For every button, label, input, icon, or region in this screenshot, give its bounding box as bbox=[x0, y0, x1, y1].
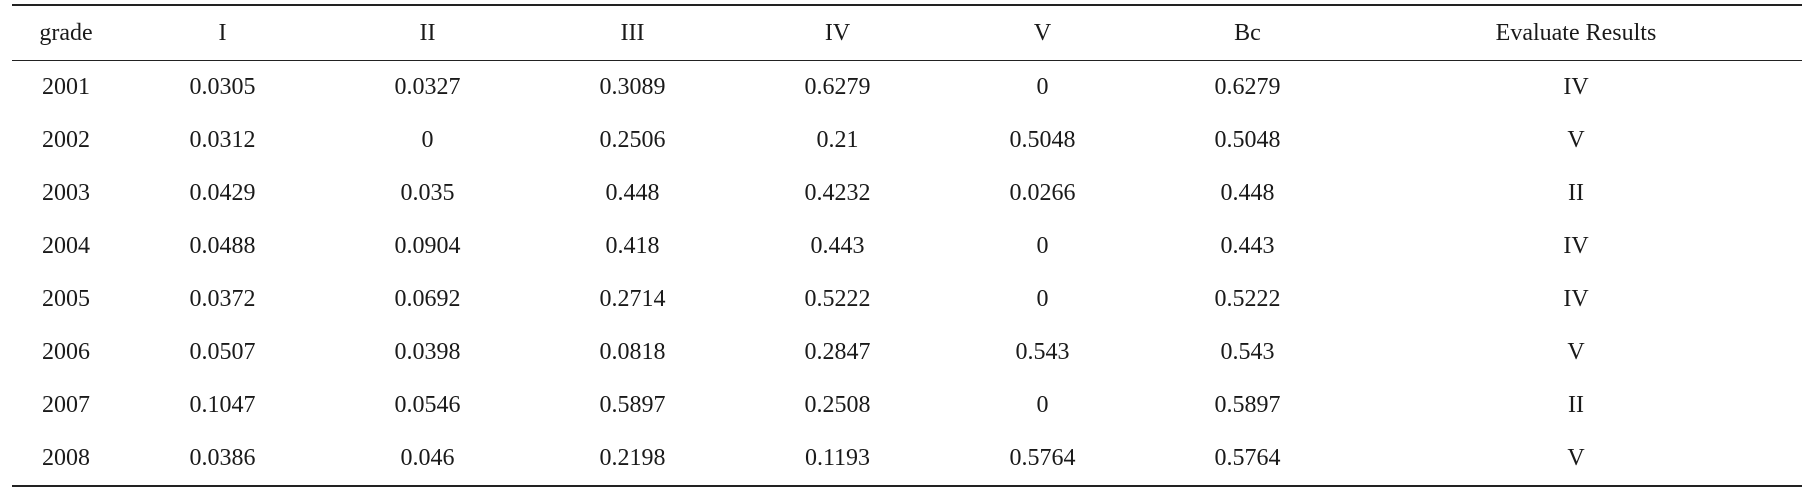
table-cell-ii: 0 bbox=[421, 127, 434, 153]
table-cell-ii: 0.0692 bbox=[394, 286, 461, 312]
table-cell-evaluate-results: IV bbox=[1563, 286, 1589, 312]
table-cell-evaluate-results: IV bbox=[1563, 74, 1589, 100]
table-cell-ii: 0.035 bbox=[400, 180, 455, 206]
table-cell-iii: 0.2506 bbox=[599, 127, 666, 153]
table-cell-iv: 0.443 bbox=[810, 233, 865, 259]
table-cell-evaluate-results: II bbox=[1568, 180, 1584, 206]
table-cell-grade: 2004 bbox=[42, 233, 90, 259]
table-cell-bc: 0.5222 bbox=[1214, 286, 1281, 312]
table-cell-iii: 0.3089 bbox=[599, 74, 666, 100]
header-cell-i: I bbox=[218, 19, 227, 46]
table-cell-iv: 0.2847 bbox=[804, 339, 871, 365]
header-cell-grade: grade bbox=[39, 19, 93, 46]
table-cell-i: 0.0305 bbox=[189, 74, 256, 100]
table-cell-iv: 0.2508 bbox=[804, 392, 871, 418]
table-cell-iii: 0.0818 bbox=[599, 339, 666, 365]
table-cell-grade: 2005 bbox=[42, 286, 90, 312]
table-cell-evaluate-results: V bbox=[1567, 127, 1585, 153]
table-cell-i: 0.0372 bbox=[189, 286, 256, 312]
table-cell-grade: 2003 bbox=[42, 180, 90, 206]
table-cell-bc: 0.5764 bbox=[1214, 445, 1281, 471]
table-cell-iii: 0.2198 bbox=[599, 445, 666, 471]
table-row: 2001 0.0305 0.0327 0.3089 0.6279 0 0.6279 IV bbox=[12, 61, 1802, 115]
table-cell-ii: 0.0904 bbox=[394, 233, 461, 259]
table-cell-v: 0 bbox=[1036, 233, 1049, 259]
header-cell-iv: IV bbox=[824, 19, 851, 46]
table-row: 2003 0.0429 0.035 0.448 0.4232 0.0266 0.448 II bbox=[12, 167, 1802, 220]
table-cell-evaluate-results: II bbox=[1568, 392, 1584, 418]
table-cell-bc: 0.448 bbox=[1220, 180, 1275, 206]
table-cell-iv: 0.4232 bbox=[804, 180, 871, 206]
header-cell-v: V bbox=[1033, 19, 1052, 46]
table-cell-v: 0 bbox=[1036, 74, 1049, 100]
table-row: 2002 0.0312 0 0.2506 0.21 0.5048 0.5048 V bbox=[12, 114, 1802, 167]
table-cell-bc: 0.5897 bbox=[1214, 392, 1281, 418]
table-cell-evaluate-results: V bbox=[1567, 339, 1585, 365]
table-cell-i: 0.0312 bbox=[189, 127, 256, 153]
table-cell-evaluate-results: V bbox=[1567, 445, 1585, 471]
table-row: 2004 0.0488 0.0904 0.418 0.443 0 0.443 IV bbox=[12, 220, 1802, 273]
header-cell-evaluate-results: Evaluate Results bbox=[1495, 19, 1657, 46]
table-cell-iv: 0.1193 bbox=[804, 445, 871, 471]
table-body: 2001 0.0305 0.0327 0.3089 0.6279 0 0.6279 IV 200… bbox=[12, 61, 1802, 486]
table-cell-bc: 0.443 bbox=[1220, 233, 1275, 259]
table-header: grade I II III IV V Bc Evaluate Results bbox=[12, 5, 1802, 61]
header-cell-ii: II bbox=[419, 19, 436, 46]
table-cell-v: 0.5764 bbox=[1009, 445, 1076, 471]
table-cell-evaluate-results: IV bbox=[1563, 233, 1589, 259]
table-cell-grade: 2008 bbox=[42, 445, 90, 471]
table-cell-ii: 0.046 bbox=[400, 445, 455, 471]
table-cell-v: 0 bbox=[1036, 286, 1049, 312]
table-cell-i: 0.0386 bbox=[189, 445, 256, 471]
table-cell-iii: 0.418 bbox=[605, 233, 660, 259]
table-cell-v: 0.0266 bbox=[1009, 180, 1076, 206]
table-row: 2007 0.1047 0.0546 0.5897 0.2508 0 0.5897 II bbox=[12, 379, 1802, 432]
table-cell-v: 0 bbox=[1036, 392, 1049, 418]
header-cell-iii: III bbox=[620, 19, 645, 46]
table-row: 2008 0.0386 0.046 0.2198 0.1193 0.5764 0.5764 V bbox=[12, 432, 1802, 486]
table-cell-iii: 0.448 bbox=[605, 180, 660, 206]
table-cell-i: 0.0429 bbox=[189, 180, 256, 206]
table-cell-grade: 2001 bbox=[42, 74, 90, 100]
table-cell-grade: 2006 bbox=[42, 339, 90, 365]
table-container: grade I II III IV V Bc Evaluate Results … bbox=[12, 4, 1802, 487]
table-cell-v: 0.543 bbox=[1015, 339, 1070, 365]
table-row: 2006 0.0507 0.0398 0.0818 0.2847 0.543 0.543 V bbox=[12, 326, 1802, 379]
table-cell-ii: 0.0327 bbox=[394, 74, 461, 100]
table-cell-i: 0.0488 bbox=[189, 233, 256, 259]
table-cell-ii: 0.0546 bbox=[394, 392, 461, 418]
table-cell-grade: 2007 bbox=[42, 392, 90, 418]
table-cell-i: 0.0507 bbox=[189, 339, 256, 365]
table-cell-bc: 0.543 bbox=[1220, 339, 1275, 365]
table-cell-v: 0.5048 bbox=[1009, 127, 1076, 153]
table-cell-grade: 2002 bbox=[42, 127, 90, 153]
table-cell-iii: 0.2714 bbox=[599, 286, 666, 312]
table-cell-iv: 0.5222 bbox=[804, 286, 871, 312]
table-cell-bc: 0.5048 bbox=[1214, 127, 1281, 153]
table-cell-bc: 0.6279 bbox=[1214, 74, 1281, 100]
table-cell-ii: 0.0398 bbox=[394, 339, 461, 365]
header-row: grade I II III IV V Bc Evaluate Results bbox=[12, 5, 1802, 61]
table-cell-iv: 0.6279 bbox=[804, 74, 871, 100]
table-cell-i: 0.1047 bbox=[189, 392, 256, 418]
evaluation-table: grade I II III IV V Bc Evaluate Results … bbox=[12, 4, 1802, 487]
header-cell-bc: Bc bbox=[1234, 19, 1261, 46]
table-cell-iv: 0.21 bbox=[816, 127, 859, 153]
table-cell-iii: 0.5897 bbox=[599, 392, 666, 418]
table-row: 2005 0.0372 0.0692 0.2714 0.5222 0 0.5222 IV bbox=[12, 273, 1802, 326]
